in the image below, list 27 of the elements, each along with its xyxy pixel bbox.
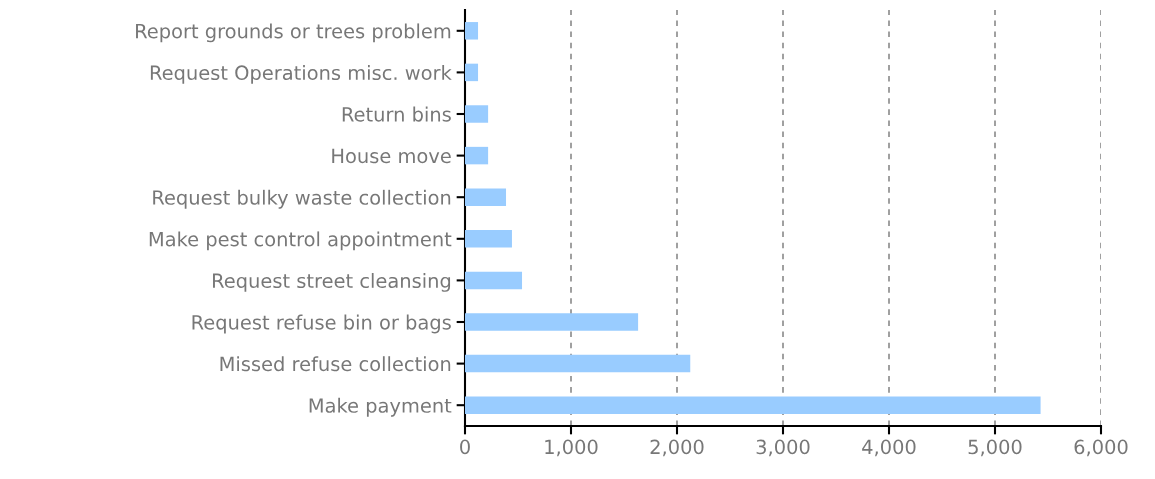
x-tick-label: 1,000 [545,439,598,457]
bar [465,396,1041,414]
y-tick-label: Make payment [309,397,452,417]
bar [465,271,523,290]
bar [465,354,691,373]
bar [465,63,479,82]
x-tick-label: 6,000 [1074,439,1128,457]
bar [465,313,639,331]
x-tick-label: 2,000 [650,439,704,457]
bar [465,105,489,123]
x-tick-label: 0 [460,439,470,455]
y-tick-label: House move [332,148,451,164]
y-tick-label: Request Operations misc. work [150,65,452,84]
x-tick-label: 4,000 [862,439,916,457]
y-tick-label: Request refuse bin or bags [192,314,451,334]
bar [465,230,512,248]
y-tick-label: Request bulky waste collection [153,189,451,209]
y-tick-label: Make pest control appointment [149,231,452,251]
bar [465,22,479,40]
y-tick-label: Return bins [342,106,451,122]
bar [465,188,507,206]
bar [465,146,489,165]
y-tick-label: Request street cleansing [213,273,451,292]
x-tick-label: 3,000 [756,439,810,457]
x-tick-label: 5,000 [968,439,1022,457]
y-tick-label: Report grounds or trees problem [136,23,451,43]
y-tick-label: Missed refuse collection [220,356,451,372]
